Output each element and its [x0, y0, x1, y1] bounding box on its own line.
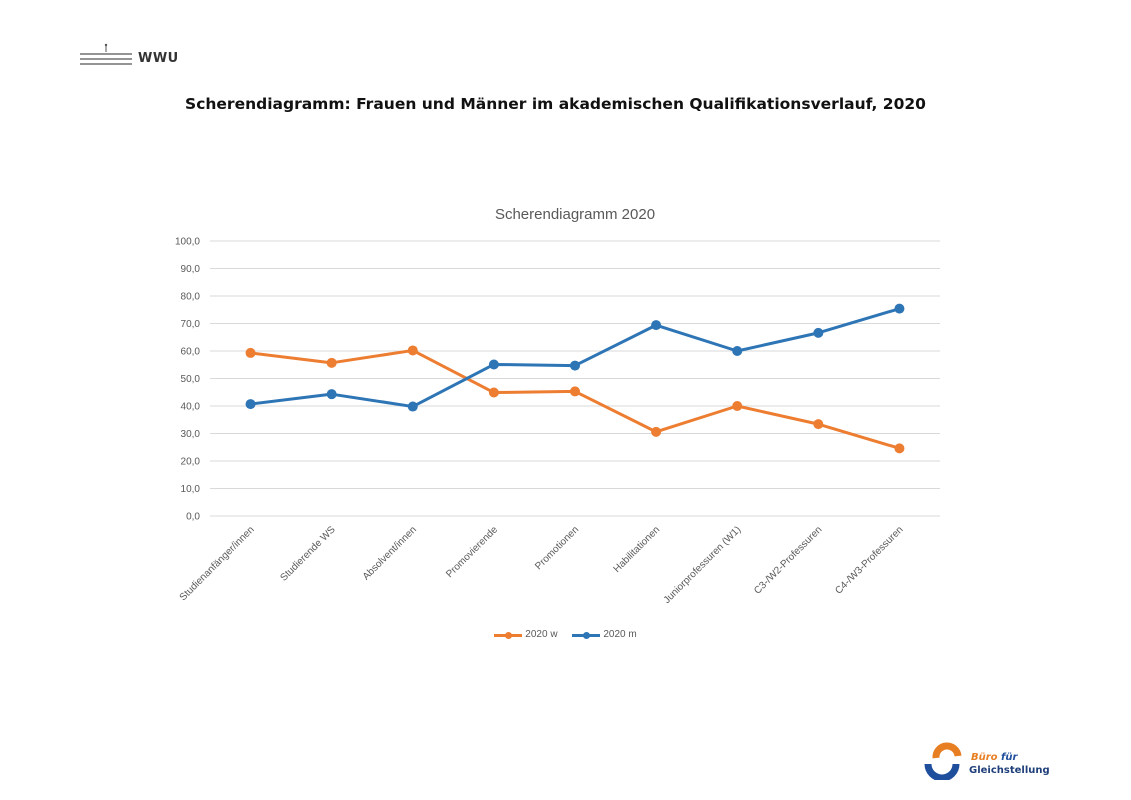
y-tick-label: 20,0: [181, 457, 201, 468]
data-point: [570, 386, 580, 397]
buero-fuer-gleichstellung-logo: Büro für Gleichstellung: [924, 740, 1050, 784]
x-tick-label: Absolvent/innen: [361, 524, 419, 582]
data-point: [894, 443, 905, 454]
data-point: [407, 401, 418, 412]
x-tick-label: Promotionen: [533, 524, 581, 572]
data-point: [488, 359, 499, 370]
x-tick-label: Studienanfänger/innen: [178, 524, 257, 603]
x-tick-label: C4-/W3-Professuren: [833, 524, 905, 596]
y-tick-label: 70,0: [181, 319, 201, 330]
legend-item-2020-w: 2020 w: [494, 629, 558, 640]
x-tick-label: Studierende WS: [279, 524, 339, 584]
data-point: [570, 360, 580, 371]
legend-swatch-2020-w: [494, 630, 523, 640]
buero-logo-line2: Gleichstellung: [969, 765, 1050, 776]
x-tick-label: Habilitationen: [612, 524, 663, 575]
data-point: [732, 401, 743, 411]
data-point: [813, 419, 824, 430]
data-point: [326, 357, 337, 368]
y-tick-label: 30,0: [181, 429, 201, 440]
data-point: [813, 327, 824, 338]
legend-label-2020-w: 2020 w: [525, 629, 558, 640]
x-tick-label: Promovierende: [444, 524, 500, 580]
chart-title: Scherendiagramm 2020: [495, 206, 655, 223]
y-tick-label: 100,0: [175, 237, 200, 248]
data-point: [651, 320, 662, 331]
wwu-emblem-icon: [80, 43, 132, 65]
buero-logo-line1: Büro für: [971, 752, 1018, 763]
y-tick-label: 80,0: [181, 292, 201, 303]
data-point: [732, 346, 743, 356]
legend-swatch-2020-m: [572, 630, 601, 640]
x-tick-label: C3-/W2-Professuren: [752, 524, 824, 596]
data-point: [651, 426, 662, 437]
data-point: [894, 303, 905, 314]
x-tick-label: Juniorprofessuren (W1): [662, 524, 744, 606]
data-point: [488, 387, 499, 398]
buero-logo-icon: [924, 742, 962, 782]
legend-item-2020-m: 2020 m: [572, 629, 637, 640]
legend-label-2020-m: 2020 m: [603, 629, 637, 640]
y-tick-label: 40,0: [181, 402, 201, 413]
chart-legend: 2020 w 2020 m: [0, 629, 1131, 643]
y-tick-label: 50,0: [181, 374, 201, 385]
y-tick-label: 0,0: [186, 512, 200, 523]
y-tick-label: 10,0: [181, 484, 201, 495]
data-point: [245, 399, 256, 410]
y-tick-label: 90,0: [181, 264, 201, 275]
page-title: Scherendiagramm: Frauen und Männer im ak…: [185, 95, 926, 113]
y-tick-label: 60,0: [181, 347, 201, 358]
data-point: [407, 345, 418, 356]
wwu-logo-text: WWU: [138, 51, 179, 66]
data-point: [326, 389, 337, 400]
data-point: [245, 347, 256, 358]
wwu-logo: WWU: [80, 42, 180, 68]
